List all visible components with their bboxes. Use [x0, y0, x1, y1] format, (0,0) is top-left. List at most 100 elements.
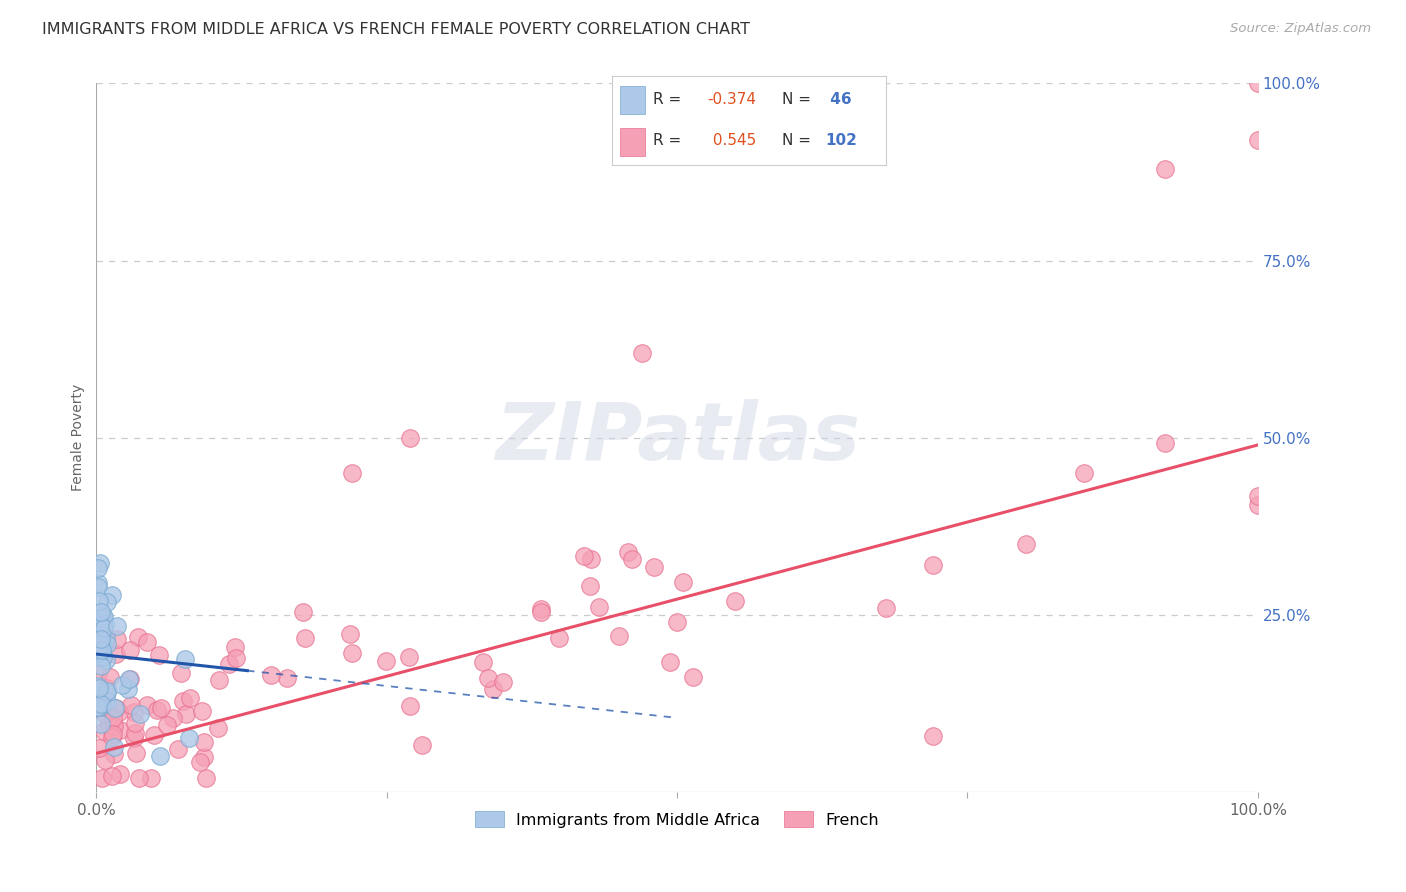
Y-axis label: Female Poverty: Female Poverty — [72, 384, 86, 491]
Point — [103, 747, 125, 762]
Point — [167, 742, 190, 756]
Point — [89, 637, 111, 651]
Point — [93, 753, 115, 767]
Point — [921, 729, 943, 743]
Point — [94, 632, 117, 647]
Point — [482, 681, 505, 696]
Point — [572, 549, 595, 563]
Point — [86, 646, 108, 660]
FancyBboxPatch shape — [620, 128, 644, 156]
Point — [411, 738, 433, 752]
Point — [129, 706, 152, 721]
Point — [87, 622, 110, 636]
Point — [120, 698, 142, 713]
Text: N =: N = — [782, 93, 815, 107]
Point — [375, 654, 398, 668]
Point — [194, 771, 217, 785]
Point — [93, 723, 115, 738]
Text: ZIPatlas: ZIPatlas — [495, 399, 859, 477]
Point — [1247, 77, 1270, 91]
Point — [179, 690, 201, 705]
Point — [579, 579, 602, 593]
Point — [91, 695, 114, 709]
Point — [96, 595, 118, 609]
Point — [218, 657, 240, 671]
Point — [128, 771, 150, 785]
Point — [588, 600, 610, 615]
Point — [124, 716, 146, 731]
Point — [208, 673, 231, 687]
Point — [89, 700, 111, 714]
Point — [225, 651, 247, 665]
Text: Source: ZipAtlas.com: Source: ZipAtlas.com — [1230, 22, 1371, 36]
Point — [620, 552, 643, 566]
Point — [103, 701, 125, 715]
Point — [118, 672, 141, 686]
Point — [89, 681, 111, 696]
Point — [90, 612, 112, 626]
Point — [659, 655, 682, 669]
Point — [340, 467, 363, 481]
Point — [90, 637, 112, 651]
Point — [179, 731, 201, 745]
Point — [156, 718, 179, 732]
Point — [1247, 133, 1270, 147]
Point — [492, 674, 515, 689]
Point — [93, 617, 115, 632]
Point — [98, 717, 121, 731]
Point — [87, 580, 110, 594]
Point — [90, 659, 112, 673]
Point — [477, 672, 499, 686]
Point — [146, 703, 169, 717]
Point — [724, 594, 747, 608]
Point — [124, 726, 146, 740]
Point — [94, 653, 117, 667]
Point — [631, 346, 654, 360]
Point — [90, 605, 112, 619]
Point — [90, 717, 112, 731]
Legend: Immigrants from Middle Africa, French: Immigrants from Middle Africa, French — [468, 805, 886, 834]
FancyBboxPatch shape — [620, 86, 644, 114]
Point — [101, 730, 124, 744]
Point — [398, 650, 420, 665]
Point — [148, 648, 170, 662]
Point — [1073, 467, 1095, 481]
Point — [100, 588, 122, 602]
Point — [104, 700, 127, 714]
Point — [111, 678, 134, 692]
Point — [89, 650, 111, 665]
Point — [190, 755, 212, 769]
Point — [96, 685, 118, 699]
Point — [150, 700, 173, 714]
Point — [1014, 537, 1036, 551]
Point — [170, 665, 193, 680]
Text: 46: 46 — [825, 93, 852, 107]
Point — [1154, 161, 1177, 176]
Point — [108, 767, 131, 781]
Point — [529, 605, 551, 619]
Point — [96, 637, 118, 651]
Point — [607, 629, 630, 643]
Point — [96, 694, 118, 708]
Point — [149, 748, 172, 763]
Point — [1247, 490, 1270, 504]
Point — [103, 727, 125, 741]
Point — [87, 679, 110, 693]
Point — [103, 740, 125, 755]
Point — [207, 721, 229, 735]
Point — [94, 631, 117, 645]
Point — [530, 602, 553, 616]
Point — [87, 576, 110, 591]
Point — [340, 646, 363, 660]
Point — [90, 699, 112, 714]
Point — [547, 631, 569, 645]
Point — [122, 705, 145, 719]
Point — [91, 649, 114, 664]
Point — [105, 619, 128, 633]
Point — [666, 615, 689, 630]
Point — [89, 618, 111, 632]
Point — [90, 632, 112, 646]
Point — [105, 632, 128, 647]
Point — [172, 694, 194, 708]
Point — [118, 672, 141, 686]
